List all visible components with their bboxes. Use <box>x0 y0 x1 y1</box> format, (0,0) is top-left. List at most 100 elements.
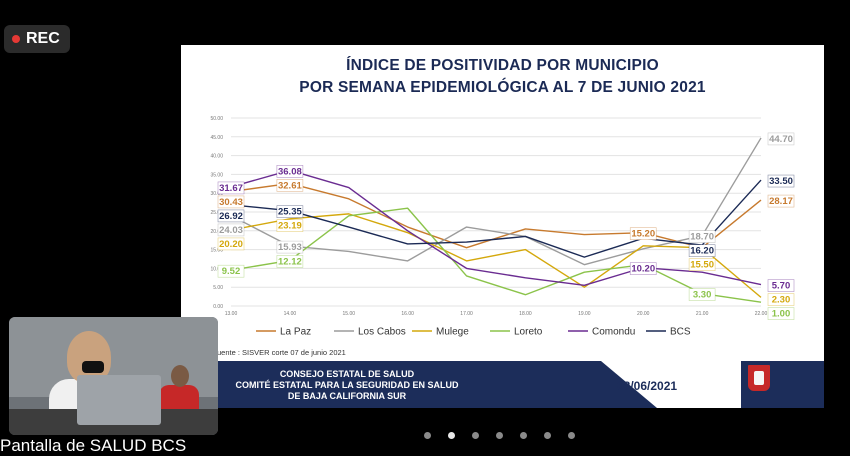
participant-name: Pantalla de SALUD BCS <box>0 436 187 455</box>
x-tick-label: 14.00 <box>284 311 297 317</box>
data-label-box <box>688 230 716 243</box>
positivity-line-chart: 0.00 5.00 10.00 15.00 20.00 25.00 30.00 35.00 40… <box>210 116 795 338</box>
x-tick-label: 22.00 <box>755 311 768 317</box>
pagination-dot[interactable] <box>520 432 527 439</box>
pagination-dot[interactable] <box>448 432 455 439</box>
data-label: 5.70 <box>772 281 791 292</box>
data-label: 10.20 <box>631 264 655 275</box>
data-label-box <box>217 264 245 278</box>
footer-line2: COMITÉ ESTATAL PARA LA SEGURIDAD EN SALU… <box>235 380 459 390</box>
pagination-dot[interactable] <box>544 432 551 439</box>
footer-organization: CONSEJO ESTATAL DE SALUD COMITÉ ESTATAL … <box>217 369 477 402</box>
footer-line1: CONSEJO ESTATAL DE SALUD <box>279 369 415 379</box>
data-label-box <box>217 181 245 195</box>
data-label: 31.67 <box>219 183 243 194</box>
legend-label: Los Cabos <box>358 327 406 338</box>
legend-label: Loreto <box>514 327 543 338</box>
data-label: 23.19 <box>278 221 302 232</box>
rec-label: REC <box>26 30 60 47</box>
data-label: 44.70 <box>769 134 793 145</box>
x-tick-label: 18.00 <box>519 311 532 317</box>
pagination-dot[interactable] <box>424 432 431 439</box>
data-label-box <box>276 205 304 218</box>
footer-line3: DE BAJA CALIFORNIA SUR <box>287 391 407 401</box>
second-person-head <box>171 365 189 387</box>
data-label: 26.92 <box>219 211 243 222</box>
data-label-box <box>767 307 795 320</box>
data-label: 30.43 <box>219 197 243 208</box>
presentation-slide: ÍNDICE DE POSITIVIDAD POR MUNICIPIO POR … <box>181 45 824 408</box>
data-label: 24.03 <box>219 225 243 236</box>
data-label: 3.30 <box>693 290 712 301</box>
y-tick-label: 5.00 <box>213 285 223 291</box>
state-logo-icon <box>746 363 772 393</box>
slide-title-line2: POR SEMANA EPIDEMIOLÓGICA AL 7 DE JUNIO … <box>299 79 706 96</box>
data-label: 15.20 <box>631 229 655 240</box>
x-tick-label: 17.00 <box>460 311 473 317</box>
face-mask <box>82 361 104 373</box>
data-label-box <box>688 288 716 301</box>
data-label-box <box>217 237 245 251</box>
y-tick-label: 50.00 <box>210 116 223 122</box>
series-line-bcs <box>230 179 762 258</box>
data-label: 15.50 <box>690 260 714 271</box>
data-label: 33.50 <box>769 176 793 187</box>
data-label-box <box>276 255 304 268</box>
participant-video-tile[interactable] <box>9 317 218 435</box>
data-label: 18.70 <box>690 232 714 243</box>
x-tick-label: 19.00 <box>578 311 591 317</box>
data-label: 20.20 <box>219 239 243 250</box>
slide-title: ÍNDICE DE POSITIVIDAD POR MUNICIPIO POR … <box>181 55 824 99</box>
slide-title-line1: ÍNDICE DE POSITIVIDAD POR MUNICIPIO <box>346 57 659 74</box>
data-label: 15.93 <box>278 242 302 253</box>
y-tick-label: 10.00 <box>210 266 223 272</box>
x-tick-label: 15.00 <box>343 311 356 317</box>
y-tick-label: 45.00 <box>210 135 223 141</box>
data-label-box <box>217 223 245 237</box>
data-label-box <box>217 209 245 223</box>
data-label: 36.08 <box>278 166 302 177</box>
pagination-dot[interactable] <box>496 432 503 439</box>
y-tick-label: 35.00 <box>210 172 223 178</box>
data-label-box <box>276 179 304 192</box>
series-line-la-paz <box>230 182 762 249</box>
legend-label: Mulege <box>436 327 469 338</box>
data-label-box <box>767 194 795 208</box>
pagination-dots <box>424 432 575 439</box>
data-label: 25.35 <box>278 207 302 218</box>
pagination-dot[interactable] <box>568 432 575 439</box>
data-label-box <box>767 174 795 188</box>
data-label-box <box>688 244 716 257</box>
legend-label: BCS <box>670 327 691 338</box>
data-label: 32.61 <box>278 180 302 191</box>
data-label: 2.30 <box>772 295 791 306</box>
y-tick-label: 25.00 <box>210 210 223 216</box>
recording-indicator: REC <box>4 25 70 53</box>
data-label: 9.52 <box>222 266 241 277</box>
y-tick-label: 30.00 <box>210 191 223 197</box>
data-label-box <box>767 279 795 292</box>
data-label: 1.00 <box>772 309 791 320</box>
data-label-box <box>276 219 304 232</box>
laptop <box>77 375 161 425</box>
legend-label: Comondu <box>592 327 635 338</box>
x-tick-label: 20.00 <box>637 311 650 317</box>
data-label-box <box>276 240 304 254</box>
legend-label: La Paz <box>280 327 311 338</box>
y-tick-label: 40.00 <box>210 154 223 160</box>
series-line-comondu <box>230 169 762 287</box>
data-label: 12.12 <box>278 256 302 267</box>
x-tick-label: 21.00 <box>696 311 709 317</box>
pagination-dot[interactable] <box>472 432 479 439</box>
y-tick-label: 20.00 <box>210 229 223 235</box>
x-tick-label: 16.00 <box>401 311 414 317</box>
data-label-box <box>217 195 245 209</box>
data-label: 16.20 <box>690 246 714 257</box>
series-line-mulege <box>230 213 762 298</box>
data-label-box <box>276 165 304 178</box>
data-label-box <box>629 227 657 240</box>
data-label: 28.17 <box>769 196 793 207</box>
series-line-loreto <box>230 207 762 303</box>
chart-source-note: uente : SISVER corte 07 de junio 2021 <box>217 348 346 357</box>
x-tick-label: 13.00 <box>225 311 238 317</box>
